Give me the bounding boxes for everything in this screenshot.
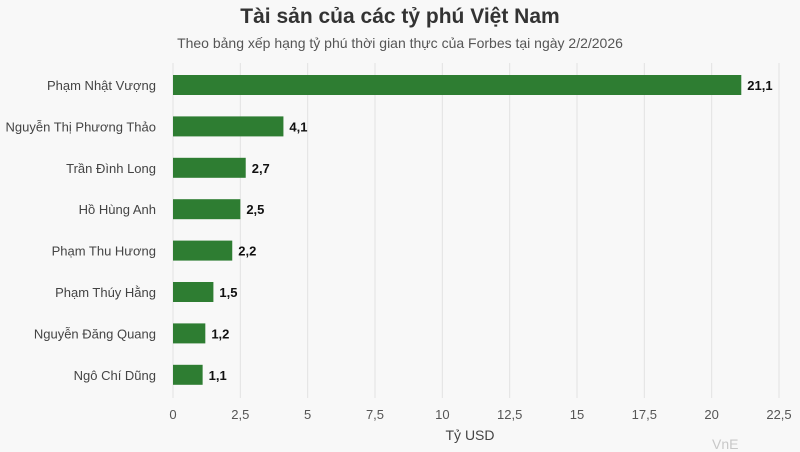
bar	[173, 282, 214, 302]
x-axis-title: Tỷ USD	[446, 427, 495, 443]
x-tick-label: 2,5	[231, 407, 249, 422]
bar	[173, 199, 241, 220]
x-tick-label: 20	[704, 407, 718, 422]
x-tick-label: 10	[435, 407, 449, 422]
category-label: Phạm Thúy Hằng	[55, 285, 156, 300]
data-label: 1,2	[211, 326, 229, 341]
x-tick-label: 15	[570, 407, 584, 422]
category-label: Ngô Chí Dũng	[74, 368, 156, 383]
bar	[173, 364, 203, 385]
category-label: Phạm Thu Hương	[52, 244, 156, 259]
bar	[173, 75, 742, 95]
data-label: 2,5	[246, 202, 264, 217]
data-label: 4,1	[289, 119, 307, 134]
x-tick-label: 12,5	[497, 407, 522, 422]
data-label: 2,7	[252, 161, 270, 176]
data-label: 1,5	[219, 285, 237, 300]
category-label: Trần Đình Long	[66, 161, 156, 176]
chart-title: Tài sản của các tỷ phú Việt Nam	[240, 5, 560, 28]
category-label: Phạm Nhật Vượng	[47, 78, 156, 93]
x-tick-label: 5	[304, 407, 311, 422]
publisher-watermark: VnE	[712, 436, 739, 452]
x-tick-label: 7,5	[366, 407, 384, 422]
bar	[173, 323, 206, 344]
category-label: Nguyễn Thị Phương Thảo	[6, 119, 156, 134]
chart-subtitle: Theo bảng xếp hạng tỷ phú thời gian thực…	[177, 35, 623, 51]
bar	[173, 240, 233, 261]
bar	[173, 116, 284, 137]
x-tick-label: 22,5	[766, 407, 791, 422]
bar	[173, 157, 246, 178]
data-label: 21,1	[747, 78, 772, 93]
data-label: 1,1	[209, 368, 227, 383]
category-label: Nguyễn Đăng Quang	[34, 326, 156, 341]
category-label: Hồ Hùng Anh	[79, 202, 156, 217]
data-label: 2,2	[238, 244, 256, 259]
x-tick-label: 0	[169, 407, 176, 422]
x-tick-label: 17,5	[632, 407, 657, 422]
